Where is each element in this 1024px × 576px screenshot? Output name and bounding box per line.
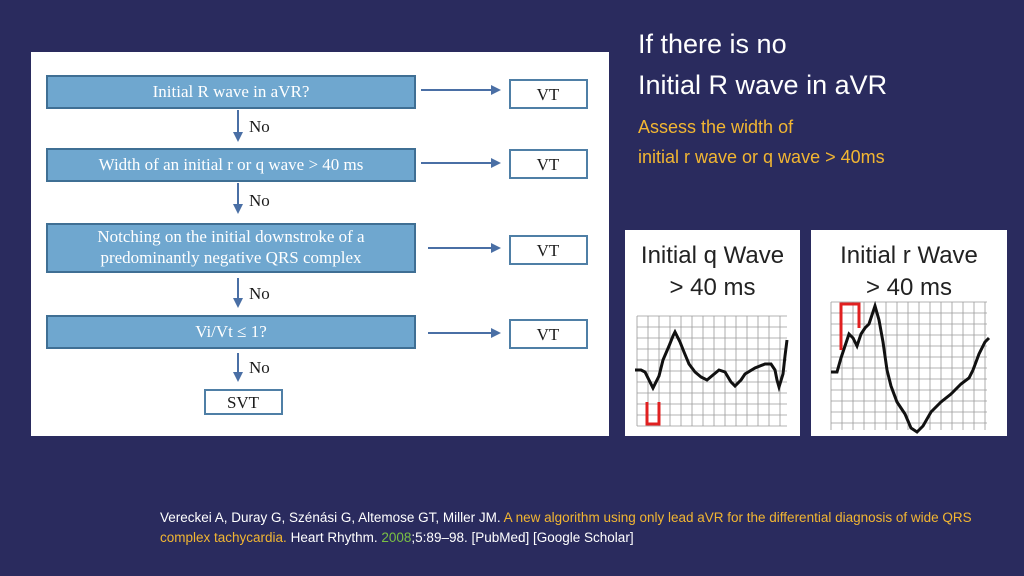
ecg-r-duration-marker xyxy=(839,302,861,350)
step-3-no-arrowhead xyxy=(233,298,243,308)
ecg-r-grid xyxy=(830,301,987,430)
step-3-box xyxy=(46,223,416,273)
step-2-outcome: VT xyxy=(537,155,560,174)
ecg-r-title-line-2: > 40 ms xyxy=(865,274,953,301)
subheading-line-1: Assess the width of xyxy=(638,117,794,137)
step-4-box xyxy=(46,315,416,349)
step-1-outcome-box xyxy=(509,79,588,109)
ecg-q-wave-panel: Initial q Wave > 40 ms xyxy=(625,230,800,436)
ecg-r-title-line-1: Initial r Wave xyxy=(840,242,978,269)
citation: Vereckei A, Duray G, Szénási G, Altemose… xyxy=(160,508,1010,548)
citation-rest: ;5:89–98. [PubMed] [Google Scholar] xyxy=(411,530,634,545)
ecg-r-wave-figure xyxy=(830,300,991,434)
citation-authors: Vereckei A, Duray G, Szénási G, Altemose… xyxy=(160,510,501,525)
step-2-no-label: No xyxy=(249,191,270,210)
step-4-question: Vi/Vt ≤ 1? xyxy=(195,322,267,341)
step-1-yes-arrowhead xyxy=(491,85,501,95)
final-outcome-box xyxy=(204,389,283,415)
ecg-r-trace xyxy=(831,300,991,434)
step-3-outcome-box xyxy=(509,235,588,265)
step-2-no-arrowhead xyxy=(233,204,243,214)
step-3-question-line1: Notching on the initial downstroke of a xyxy=(97,227,365,246)
ecg-q-title-line-2: > 40 ms xyxy=(669,274,756,301)
ecg-q-trace xyxy=(635,328,789,393)
step-3-outcome: VT xyxy=(537,241,560,260)
subheading-line-2: initial r wave or q wave > 40ms xyxy=(638,147,885,167)
ecg-q-duration-marker xyxy=(645,402,661,426)
step-1-no-arrowhead xyxy=(233,132,243,142)
final-outcome: SVT xyxy=(227,393,260,412)
step-4-outcome: VT xyxy=(537,325,560,344)
step-4-outcome-box xyxy=(509,319,588,349)
heading-line-2: Initial R wave in aVR xyxy=(638,70,888,100)
ecg-q-grid xyxy=(636,315,787,427)
heading-block: If there is no Initial R wave in aVR Ass… xyxy=(638,24,1008,172)
step-4-no-arrowhead xyxy=(233,372,243,382)
step-2-box xyxy=(46,148,416,182)
step-4-no-label: No xyxy=(249,358,270,377)
step-1-outcome: VT xyxy=(537,85,560,104)
step-1-no-label: No xyxy=(249,117,270,136)
citation-year-link[interactable]: 2008 xyxy=(381,530,412,545)
step-3-no-label: No xyxy=(249,284,270,303)
ecg-q-title-line-1: Initial q Wave xyxy=(640,242,785,269)
step-2-question: Width of an initial r or q wave > 40 ms xyxy=(99,155,364,174)
step-3-question-line2: predominantly negative QRS complex xyxy=(100,248,362,267)
flowchart-diagram: Initial R wave in aVR? VT No Width of an… xyxy=(46,75,588,415)
citation-title-link[interactable]: A new algorithm using only lead aVR for … xyxy=(160,510,972,545)
step-4-yes-arrowhead xyxy=(491,328,501,338)
step-2-yes-arrowhead xyxy=(491,158,501,168)
ecg-q-wave-figure xyxy=(635,315,789,427)
ecg-r-wave-panel: Initial r Wave > 40 ms xyxy=(811,230,1007,436)
step-2-outcome-box xyxy=(509,149,588,179)
flowchart-panel: Initial R wave in aVR? VT No Width of an… xyxy=(31,52,609,436)
step-3-yes-arrowhead xyxy=(491,243,501,253)
heading-line-1: If there is no xyxy=(638,29,787,59)
step-1-question: Initial R wave in aVR? xyxy=(153,82,310,101)
citation-journal: Heart Rhythm. xyxy=(290,530,378,545)
step-1-box xyxy=(46,75,416,109)
